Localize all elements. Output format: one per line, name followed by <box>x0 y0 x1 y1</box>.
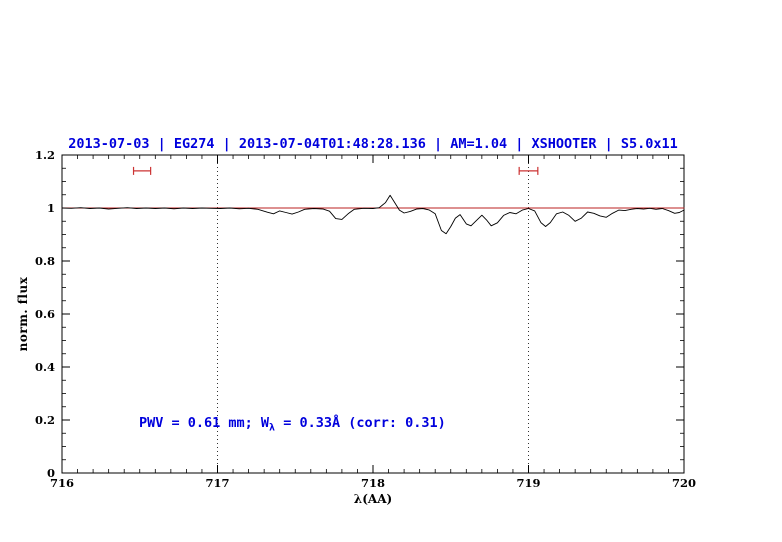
y-axis-tick-label: 0.4 <box>35 360 55 374</box>
chart-title: 2013-07-03 | EG274 | 2013-07-04T01:48:28… <box>68 136 678 152</box>
x-axis-tick-label: 716 <box>50 476 74 490</box>
x-axis-tick-label: 717 <box>205 476 229 490</box>
pwv-annotation-part1: PWV = 0.61 mm; W <box>139 415 270 431</box>
x-axis-tick-label: 718 <box>361 476 385 490</box>
y-axis-tick-label: 0.2 <box>35 413 55 427</box>
pwv-annotation-lambda-subscript: λ <box>269 422 276 434</box>
x-axis-tick-label: 720 <box>672 476 696 490</box>
y-axis-tick-label: 0.6 <box>35 307 55 321</box>
y-axis-tick-label: 1.2 <box>35 148 55 162</box>
y-axis-tick-label: 0.8 <box>35 254 55 268</box>
x-axis-label: λ(AA) <box>353 492 393 506</box>
x-axis-tick-label: 719 <box>516 476 540 490</box>
pwv-annotation-part2: = 0.33Å (corr: 0.31) <box>275 415 446 431</box>
spectrum-line <box>61 194 685 235</box>
y-axis-tick-label: 1 <box>47 201 55 215</box>
y-axis-tick-label: 0 <box>47 466 55 480</box>
y-axis-label: norm. flux <box>16 276 30 352</box>
pwv-annotation: PWV = 0.61 mm; Wλ = 0.33Å (corr: 0.31) <box>139 415 446 434</box>
